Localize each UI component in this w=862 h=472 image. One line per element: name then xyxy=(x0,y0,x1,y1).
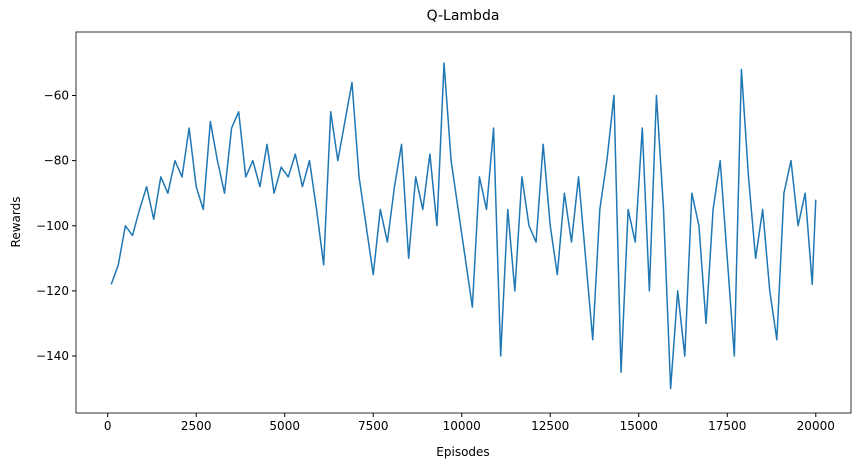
y-tick-label: −100 xyxy=(36,219,69,233)
x-tick-label: 12500 xyxy=(531,419,569,433)
y-tick-label: −140 xyxy=(36,349,69,363)
y-axis-label: Rewards xyxy=(9,197,23,248)
x-tick-label: 15000 xyxy=(620,419,658,433)
x-tick-label: 2500 xyxy=(181,419,212,433)
axes-frame xyxy=(75,31,852,414)
y-tick-label: −60 xyxy=(44,89,69,103)
x-tick-label: 5000 xyxy=(269,419,300,433)
y-tick-label: −80 xyxy=(44,154,69,168)
x-axis-label: Episodes xyxy=(436,445,489,459)
chart-title: Q-Lambda xyxy=(427,8,500,24)
x-tick-label: 17500 xyxy=(708,419,746,433)
y-tick-label: −120 xyxy=(36,284,69,298)
x-tick-label: 0 xyxy=(104,419,112,433)
x-tick-label: 7500 xyxy=(358,419,389,433)
x-tick-label: 10000 xyxy=(443,419,481,433)
x-tick-label: 20000 xyxy=(797,419,835,433)
line-series xyxy=(110,62,817,390)
